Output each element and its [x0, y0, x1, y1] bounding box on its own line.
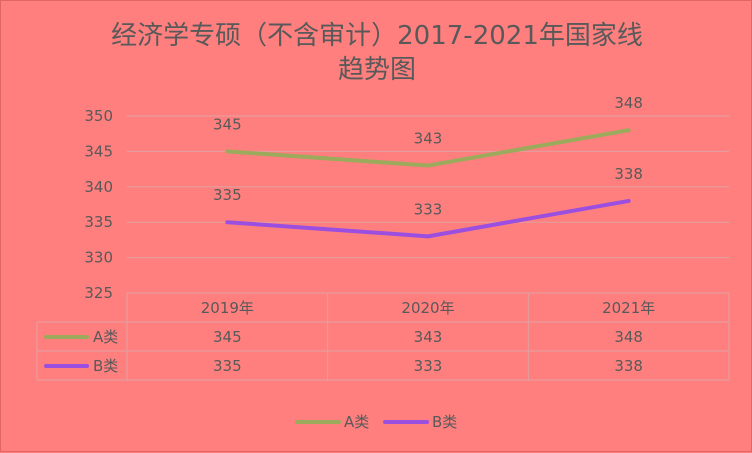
table-cell: 335 — [213, 357, 242, 375]
series-line — [225, 128, 631, 168]
chart-title-line1: 经济学专硕（不含审计）2017-2021年国家线 — [111, 21, 643, 51]
y-tick-label: 325 — [84, 284, 113, 302]
y-tick-label: 345 — [84, 142, 113, 160]
table-cell: 338 — [614, 357, 643, 375]
table-cell: 345 — [213, 328, 242, 346]
table-cell: 343 — [414, 328, 443, 346]
data-label: 333 — [414, 200, 443, 218]
y-tick-label: 330 — [84, 249, 113, 267]
x-category-label: 2019年 — [201, 299, 254, 317]
data-label: 345 — [213, 115, 242, 133]
data-label: 348 — [614, 94, 643, 112]
table-series-name: A类 — [93, 328, 118, 346]
chart-title: 经济学专硕（不含审计）2017-2021年国家线 趋势图 — [1, 19, 752, 87]
y-tick-label: 335 — [84, 213, 113, 231]
x-category-label: 2021年 — [602, 299, 655, 317]
table-series-name: B类 — [93, 357, 118, 375]
table-cell: 348 — [614, 328, 643, 346]
data-label: 338 — [614, 165, 643, 183]
data-label: 335 — [213, 186, 242, 204]
table-cell: 333 — [414, 357, 443, 375]
y-tick-label: 350 — [84, 107, 113, 125]
y-tick-label: 340 — [84, 178, 113, 196]
series-line — [225, 198, 631, 239]
chart-title-line2: 趋势图 — [337, 55, 416, 85]
legend-label: A类 — [344, 413, 369, 431]
legend-label: B类 — [432, 413, 457, 431]
x-category-label: 2020年 — [401, 299, 454, 317]
data-label: 343 — [414, 130, 443, 148]
